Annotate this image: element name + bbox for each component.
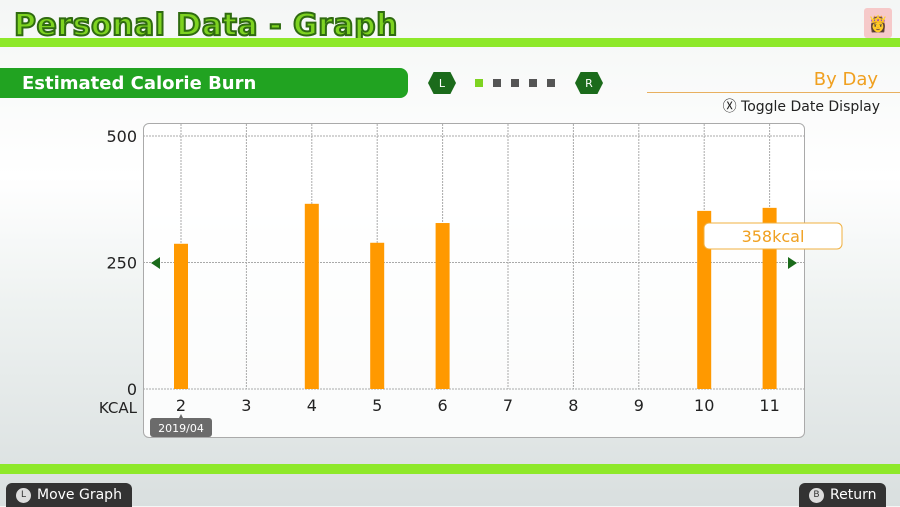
page-indicator — [529, 79, 537, 87]
toggle-label: Toggle Date Display — [741, 99, 880, 115]
value-tooltip — [703, 222, 843, 250]
header-divider — [0, 38, 900, 47]
footer-divider — [0, 464, 900, 474]
x-button-icon: Ⓧ — [722, 99, 737, 115]
month-label: 2019/04 — [158, 422, 204, 435]
x-tick-label: 3 — [241, 396, 251, 415]
bar-day-4 — [304, 203, 319, 389]
move-graph-label: Move Graph — [37, 487, 122, 503]
y-tick-label: 250 — [106, 254, 137, 273]
x-tick-label: 9 — [634, 396, 644, 415]
y-tick-label: 0 — [127, 380, 137, 399]
return-button[interactable]: B Return — [799, 483, 887, 507]
bar-day-10 — [697, 210, 712, 389]
mode-label: By Day — [813, 69, 878, 90]
mode-divider — [647, 92, 900, 93]
bar-day-6 — [435, 223, 450, 389]
x-tick-label: 8 — [568, 396, 578, 415]
bar-day-5 — [370, 242, 385, 389]
bar-day-2 — [174, 243, 188, 389]
scroll-left-arrow[interactable] — [151, 257, 160, 269]
page-indicator — [511, 79, 519, 87]
section-title: Estimated Calorie Burn — [0, 68, 408, 98]
y-axis-label: KCAL — [99, 399, 138, 417]
page-indicator — [547, 79, 555, 87]
bar-day-11 — [762, 207, 777, 389]
r-button-icon[interactable]: R — [575, 72, 603, 94]
page-title: Personal Data - Graph — [13, 7, 399, 44]
scroll-right-arrow[interactable] — [788, 257, 797, 269]
l-stick-icon: L — [16, 487, 31, 503]
month-badge — [150, 418, 212, 437]
x-tick-label: 10 — [694, 396, 714, 415]
x-tick-label: 7 — [503, 396, 513, 415]
x-tick-label: 2 — [176, 396, 186, 415]
page-indicator-active — [475, 79, 483, 87]
x-tick-label: 4 — [307, 396, 317, 415]
move-graph-button[interactable]: L Move Graph — [6, 483, 132, 507]
chart-area — [143, 123, 805, 438]
x-tick-label: 11 — [759, 396, 779, 415]
l-button-icon[interactable]: L — [428, 72, 456, 94]
x-tick-label: 5 — [372, 396, 382, 415]
toggle-date-display[interactable]: Ⓧ Toggle Date Display — [650, 96, 880, 116]
return-label: Return — [830, 487, 877, 503]
b-button-icon: B — [809, 487, 824, 503]
tooltip-value: 358kcal — [742, 227, 805, 246]
y-tick-label: 500 — [106, 127, 137, 146]
avatar: 👸 — [864, 8, 892, 38]
x-tick-label: 6 — [438, 396, 448, 415]
page-indicator — [493, 79, 501, 87]
